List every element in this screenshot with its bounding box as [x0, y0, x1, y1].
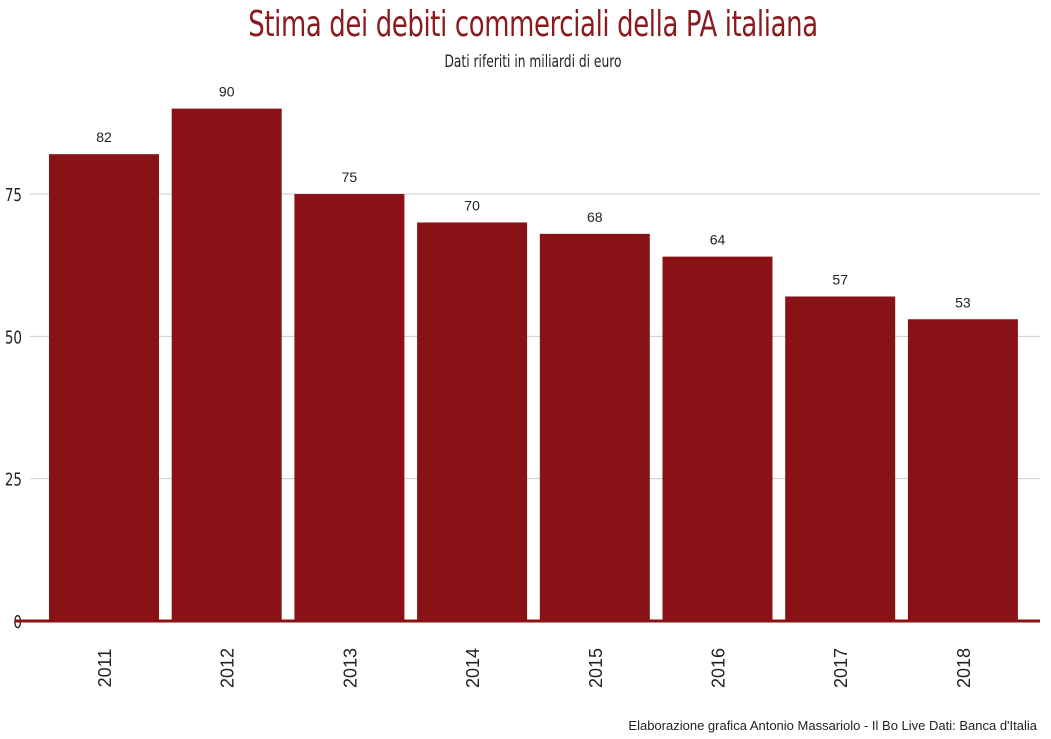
x-tick-label: 2015 [586, 648, 606, 688]
data-label: 64 [710, 232, 726, 248]
bar-2015 [539, 233, 650, 621]
bar-2011 [49, 154, 159, 621]
data-label: 57 [832, 271, 848, 287]
data-label: 82 [96, 129, 112, 145]
x-tick-label: 2016 [709, 648, 729, 688]
data-label: 75 [342, 169, 358, 185]
chart-title: Stima dei debiti commerciali della PA it… [248, 4, 818, 45]
x-tick-label: 2012 [218, 648, 238, 688]
bar-2016 [662, 256, 773, 621]
data-label: 90 [219, 84, 235, 100]
bar-2018 [907, 319, 1018, 621]
bar-2014 [417, 222, 528, 621]
bar-2012 [171, 108, 282, 622]
x-tick-label: 2018 [954, 648, 974, 688]
bar-2013 [294, 194, 405, 621]
data-label: 53 [955, 294, 971, 310]
chart-subtitle: Dati riferiti in miliardi di euro [444, 52, 622, 72]
data-label: 68 [587, 209, 603, 225]
y-tick-label: 25 [5, 469, 22, 490]
chart-caption: Elaborazione grafica Antonio Massariolo … [628, 718, 1037, 733]
y-tick-label: 50 [5, 326, 22, 347]
x-tick-label: 2011 [95, 649, 115, 688]
bar-2017 [785, 296, 896, 621]
data-label: 70 [464, 197, 480, 213]
x-tick-label: 2013 [340, 648, 360, 688]
x-tick-label: 2017 [831, 648, 851, 688]
x-tick-label: 2014 [463, 648, 483, 688]
y-tick-label: 75 [5, 184, 22, 205]
